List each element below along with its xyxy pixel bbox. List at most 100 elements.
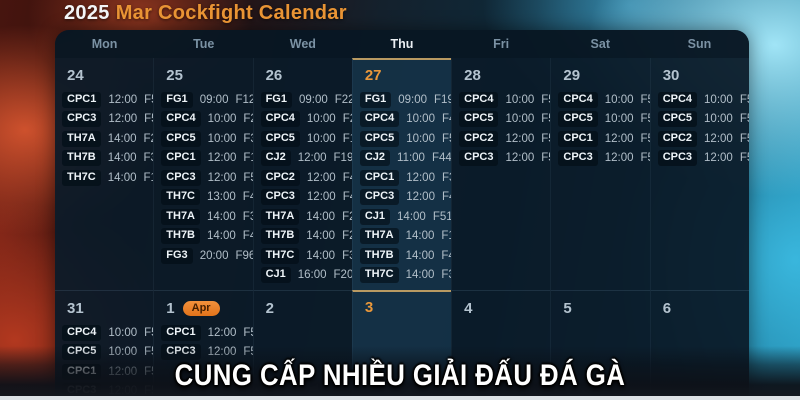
event-row[interactable]: FG1 09:00 F229 bbox=[254, 90, 352, 110]
event-row[interactable]: CPC3 12:00 F48 bbox=[353, 188, 451, 208]
event-row[interactable]: CPC4 10:00 F50 bbox=[551, 90, 650, 110]
day-cell-6[interactable]: 6 bbox=[649, 290, 749, 400]
event-row[interactable]: CPC4 10:00 F25 bbox=[254, 110, 352, 130]
day-cell-24[interactable]: 24CPC112:00F52CPC312:00F50TH7A14:00F23TH… bbox=[55, 58, 153, 290]
event-code-chip: CPC4 bbox=[657, 91, 698, 108]
event-fight-number: F50 bbox=[541, 93, 550, 106]
event-row[interactable]: CPC5 10:00 F15 bbox=[254, 129, 352, 149]
day-cell-29[interactable]: 29CPC410:00F50CPC510:00F50CPC112:00F50CP… bbox=[550, 58, 650, 290]
event-row[interactable]: TH7B 14:00 F29 bbox=[254, 227, 352, 247]
footer-tagline: CUNG CẤP NHIỀU GIẢI ĐẤU ĐÁ GÀ bbox=[174, 359, 626, 392]
event-time: 14:00 bbox=[397, 210, 426, 223]
event-time: 10:00 bbox=[306, 132, 336, 145]
event-time: 12:00 bbox=[306, 171, 336, 184]
event-row[interactable]: CPC5 10:00 F50 bbox=[452, 110, 550, 130]
event-row[interactable]: CPC3 12:00 F50 bbox=[651, 149, 749, 169]
event-row[interactable]: TH7B 14:00 F40 bbox=[154, 227, 253, 247]
event-row[interactable]: TH7A 14:00 F23 bbox=[55, 129, 153, 149]
event-row[interactable]: CJ2 12:00 F19 bbox=[254, 149, 352, 169]
event-row[interactable]: CJ2 11:00 F44 bbox=[353, 149, 451, 169]
event-row[interactable]: TH7B 14:00 F33 bbox=[55, 149, 153, 169]
event-row[interactable]: CPC3 12:00 F50 bbox=[452, 149, 550, 169]
event-row[interactable]: CPC5 10:00 F32 bbox=[154, 129, 253, 149]
day-cell-30[interactable]: 30CPC410:00F50CPC510:00F50CPC212:00F50CP… bbox=[649, 58, 749, 290]
event-row[interactable]: FG3 20:00 F96 bbox=[154, 246, 253, 266]
event-time: 12:00 bbox=[108, 113, 138, 126]
event-code-chip: CPC3 bbox=[359, 189, 400, 206]
event-time: 12:00 bbox=[505, 132, 535, 145]
event-row[interactable]: CPC1 12:00 F31 bbox=[353, 168, 451, 188]
event-time: 10:00 bbox=[306, 113, 336, 126]
day-cell-27[interactable]: 27 FG1 09:00 F190 CPC4 10:00 F46 CPC5 10:00 F50 CJ… bbox=[351, 58, 452, 290]
date-line: 28 bbox=[452, 60, 550, 90]
event-code-chip: CPC2 bbox=[657, 130, 698, 147]
weekday-header-tue: Tue bbox=[193, 37, 215, 51]
event-row[interactable]: TH7B 14:00 F44 bbox=[353, 246, 451, 266]
day-cell-2[interactable]: 2 bbox=[252, 290, 352, 400]
event-row[interactable]: FG1 09:00 F127 bbox=[154, 90, 253, 110]
event-row[interactable]: CJ1 14:00 F51 bbox=[353, 207, 451, 227]
event-row[interactable]: CPC2 12:00 F50 bbox=[651, 129, 749, 149]
event-row[interactable]: CPC3 12:00 F55 bbox=[154, 168, 253, 188]
event-fight-number: F190 bbox=[434, 93, 451, 106]
calendar-week-row-1: 24CPC112:00F52CPC312:00F50TH7A14:00F23TH… bbox=[55, 58, 749, 290]
event-time: 10:00 bbox=[207, 113, 237, 126]
event-code-chip: TH7A bbox=[359, 228, 399, 245]
event-code-column: TH7A bbox=[161, 208, 201, 225]
event-code-chip: CPC4 bbox=[459, 91, 499, 108]
date-number: 30 bbox=[662, 66, 680, 84]
event-row[interactable]: FG1 09:00 F190 bbox=[353, 90, 451, 110]
event-fight-number: F26 bbox=[342, 210, 352, 223]
event-code-column: CPC5 bbox=[359, 130, 400, 147]
event-code-chip: CPC1 bbox=[558, 130, 598, 147]
event-row[interactable]: CPC2 12:00 F41 bbox=[254, 168, 352, 188]
event-code-column: TH7B bbox=[260, 228, 300, 245]
weekday-header-mon: Mon bbox=[91, 37, 118, 51]
event-row[interactable]: CPC4 10:00 F46 bbox=[353, 110, 451, 130]
event-row[interactable]: CPC5 10:00 F50 bbox=[651, 110, 749, 130]
event-row[interactable]: TH7C 14:00 F18 bbox=[55, 168, 153, 188]
event-fight-number: F50 bbox=[640, 113, 650, 126]
event-code-column: CPC5 bbox=[459, 111, 499, 128]
day-cell-4[interactable]: 4 bbox=[451, 290, 551, 400]
event-row[interactable]: CPC5 10:00 F50 bbox=[551, 110, 650, 130]
event-code-chip: CPC5 bbox=[260, 130, 300, 147]
event-row[interactable]: CPC4 10:00 F50 bbox=[452, 90, 550, 110]
event-fight-number: F41 bbox=[342, 171, 352, 184]
date-line: 5 bbox=[551, 293, 649, 323]
event-row[interactable]: TH7A 14:00 F26 bbox=[254, 207, 352, 227]
event-code-column: CJ2 bbox=[359, 150, 391, 167]
day-cell-25[interactable]: 25FG109:00F127CPC410:00F26CPC510:00F32CP… bbox=[153, 58, 253, 290]
event-row[interactable]: CPC3 12:00 F50 bbox=[55, 110, 153, 130]
event-row[interactable]: CPC4 10:00 F26 bbox=[154, 110, 253, 130]
event-row[interactable]: TH7A 14:00 F32 bbox=[154, 207, 253, 227]
event-time: 14:00 bbox=[207, 230, 236, 243]
event-row[interactable]: CPC1 12:00 F50 bbox=[551, 129, 650, 149]
event-time: 10:00 bbox=[604, 113, 634, 126]
event-code-chip: CPC3 bbox=[260, 189, 300, 206]
date-number: 27 bbox=[364, 66, 382, 84]
event-row[interactable]: CPC1 12:00 F50 bbox=[154, 323, 253, 343]
event-row[interactable]: CPC3 12:00 F41 bbox=[254, 188, 352, 208]
event-time: 14:00 bbox=[306, 210, 336, 223]
event-row[interactable]: CPC1 12:00 F15 bbox=[154, 149, 253, 169]
event-row[interactable]: CPC4 10:00 F50 bbox=[55, 323, 153, 343]
date-number: 26 bbox=[265, 66, 283, 84]
event-row[interactable]: TH7C 14:00 F32 bbox=[254, 246, 352, 266]
event-code-column: CPC5 bbox=[657, 111, 698, 128]
event-code-column: CPC2 bbox=[459, 130, 499, 147]
event-row[interactable]: CJ1 16:00 F20 bbox=[254, 266, 352, 286]
day-cell-26[interactable]: 26 FG1 09:00 F229 CPC4 10:00 F25 CPC5 10:00 F15 CJ… bbox=[252, 58, 352, 290]
event-row[interactable]: CPC3 12:00 F50 bbox=[551, 149, 650, 169]
event-row[interactable]: CPC4 10:00 F50 bbox=[651, 90, 749, 110]
event-row[interactable]: TH7C 13:00 F42 bbox=[154, 188, 253, 208]
event-row[interactable]: CPC1 12:00 F52 bbox=[55, 90, 153, 110]
event-row[interactable]: TH7C 14:00 F38 bbox=[353, 266, 451, 286]
event-code-column: TH7C bbox=[62, 169, 101, 186]
event-row[interactable]: CPC5 10:00 F50 bbox=[353, 129, 451, 149]
day-cell-5[interactable]: 5 bbox=[550, 290, 650, 400]
event-row[interactable]: CPC2 12:00 F50 bbox=[452, 129, 550, 149]
event-row[interactable]: TH7A 14:00 F17 bbox=[353, 227, 451, 247]
